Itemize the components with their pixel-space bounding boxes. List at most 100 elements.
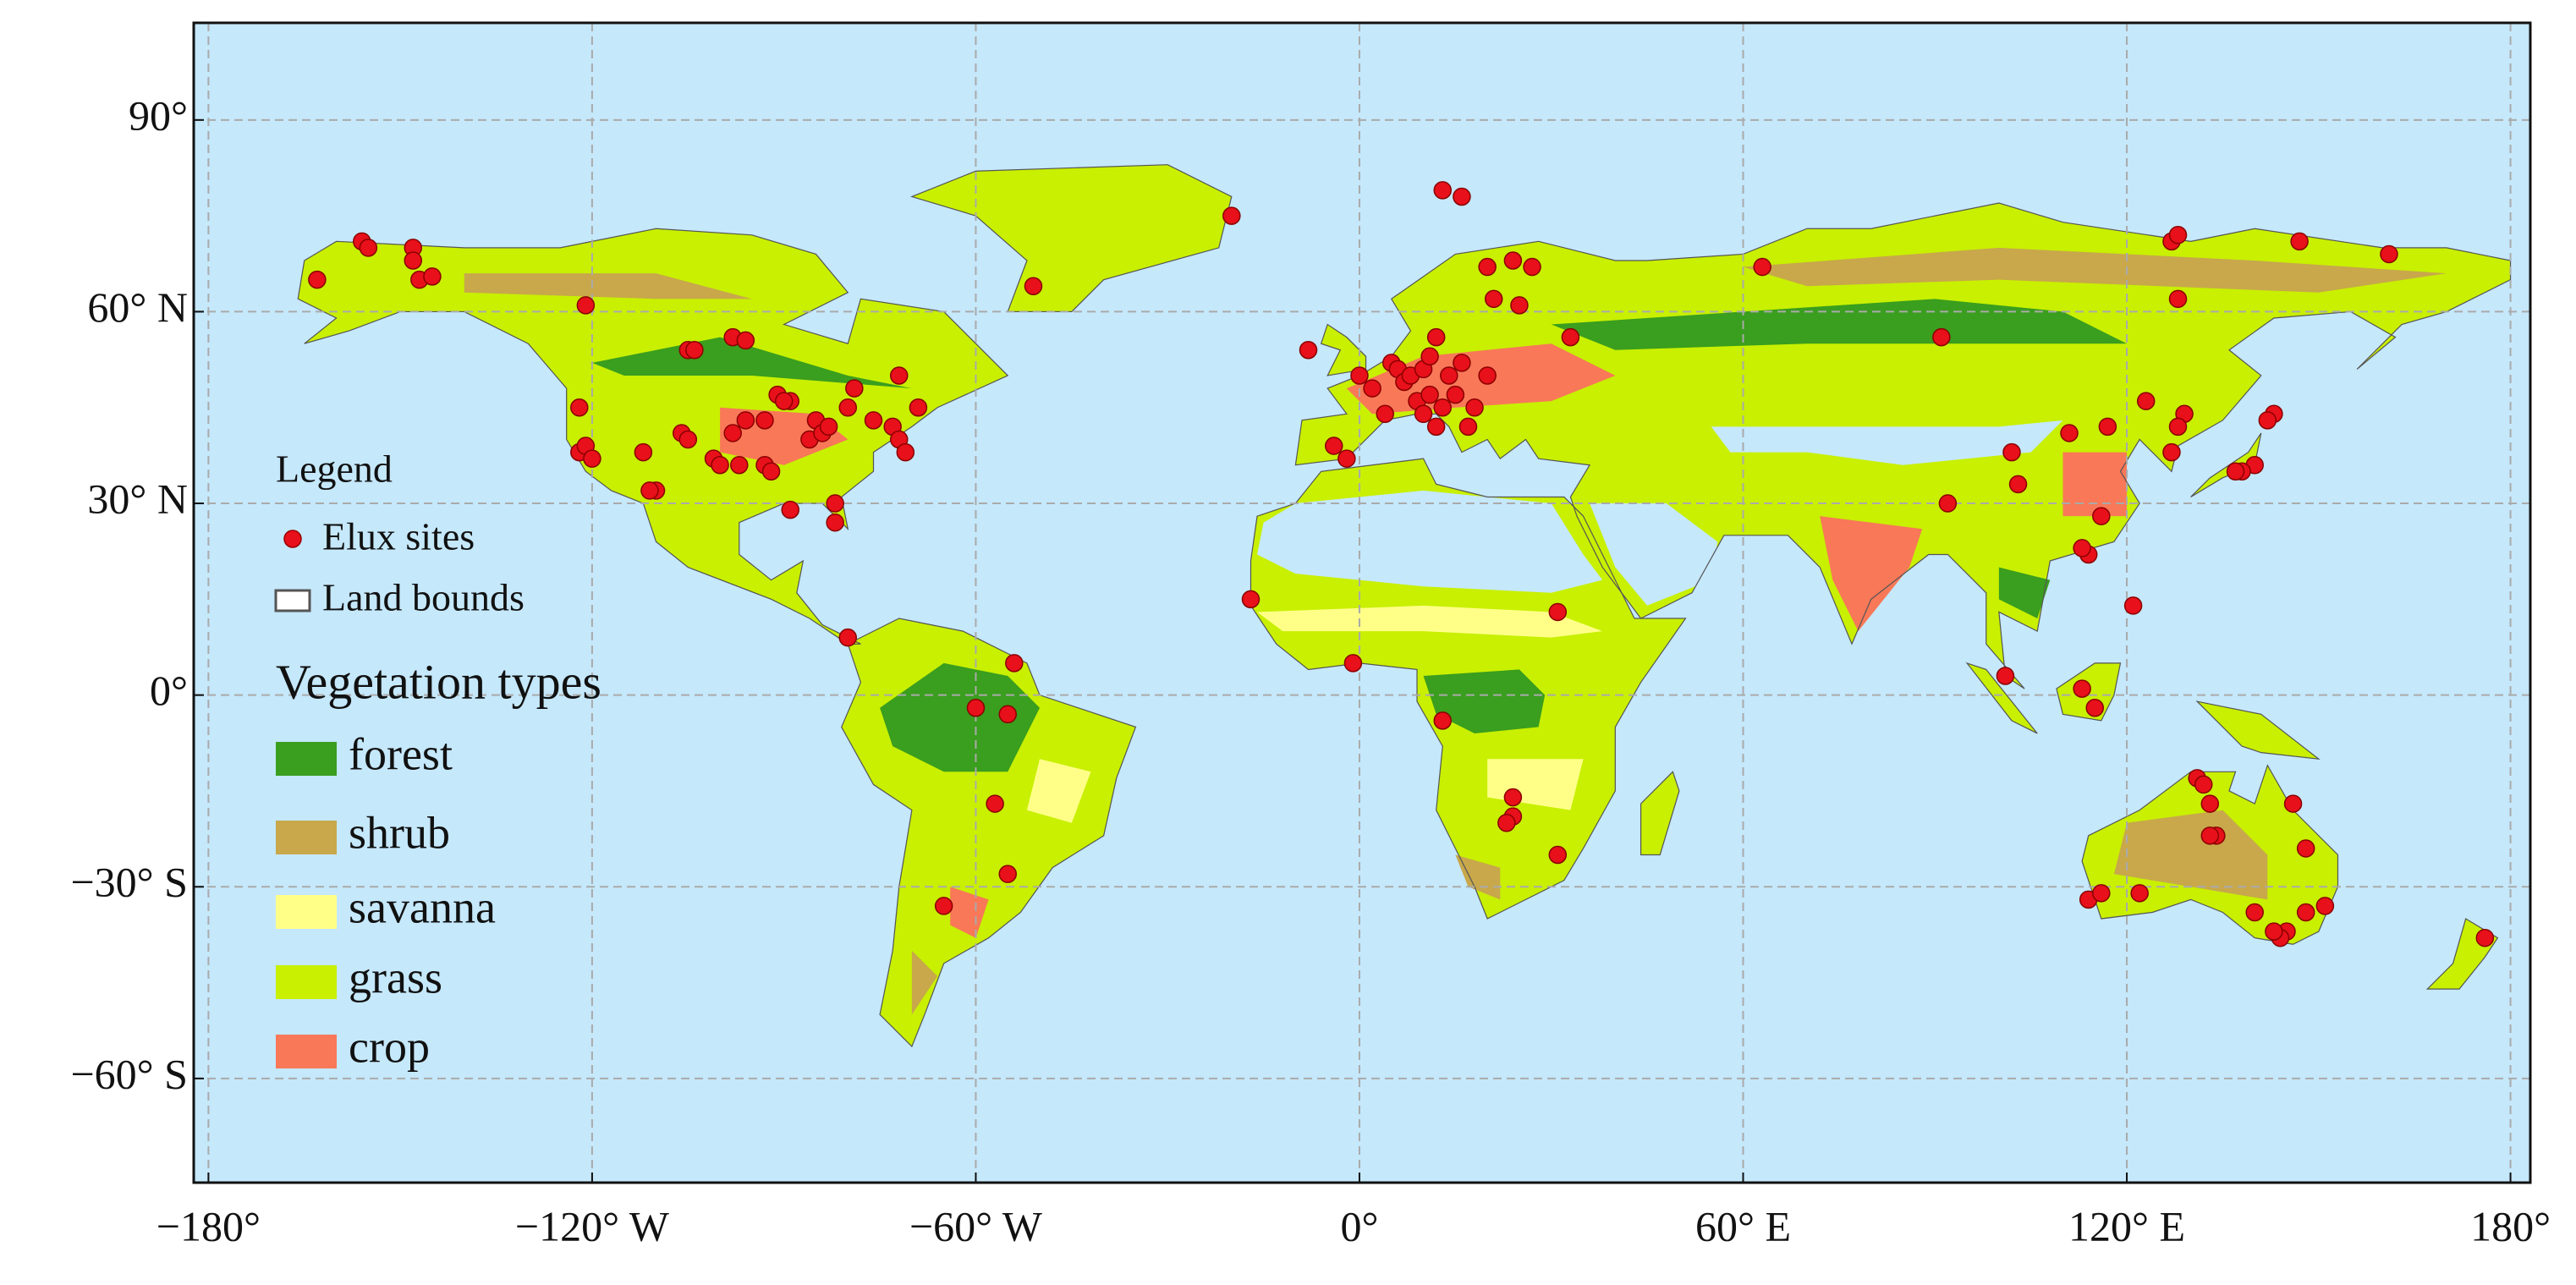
site bbox=[423, 267, 442, 286]
site bbox=[2380, 244, 2398, 264]
legend-swatch bbox=[276, 821, 337, 854]
site bbox=[1510, 296, 1529, 315]
legend-label: grass bbox=[349, 952, 442, 1002]
x-tick-label: −60° W bbox=[909, 1202, 1043, 1249]
site bbox=[1932, 327, 1951, 347]
x-tick-label: 60° E bbox=[1695, 1202, 1791, 1249]
y-tick-label: 0° bbox=[150, 667, 188, 714]
x-tick-label: 180° bbox=[2470, 1202, 2551, 1249]
site bbox=[2002, 442, 2021, 462]
site bbox=[2060, 424, 2079, 442]
vegetation-legend: forest shrub savanna grass crop bbox=[276, 728, 496, 1072]
madagascar bbox=[1640, 772, 1679, 855]
site bbox=[889, 366, 909, 385]
desert bbox=[1257, 490, 1603, 593]
site bbox=[1420, 347, 1439, 366]
vegetation-patches bbox=[464, 247, 2447, 1015]
site bbox=[2283, 794, 2303, 813]
site bbox=[1523, 257, 1541, 277]
site bbox=[1350, 366, 1369, 385]
new-guinea bbox=[2197, 701, 2319, 760]
site bbox=[1222, 206, 1241, 225]
site bbox=[909, 398, 928, 417]
x-tick-label: −180° bbox=[157, 1202, 261, 1249]
legend-swatch bbox=[276, 1035, 337, 1068]
site bbox=[2296, 839, 2315, 858]
legend-sites: Elux sites bbox=[322, 515, 475, 558]
legend-label: forest bbox=[349, 728, 453, 779]
site bbox=[819, 417, 838, 437]
y-tick-label: 90° bbox=[129, 91, 188, 139]
crop-patch bbox=[2062, 452, 2128, 517]
site bbox=[2258, 411, 2277, 430]
savanna-patch bbox=[1026, 759, 1091, 823]
sumatra bbox=[1967, 662, 2038, 733]
site bbox=[2073, 679, 2091, 698]
site bbox=[1503, 251, 1523, 270]
site bbox=[755, 411, 774, 430]
site bbox=[1503, 788, 1523, 807]
site bbox=[1433, 398, 1452, 417]
legend-label: shrub bbox=[349, 807, 450, 858]
forest-patch bbox=[1998, 567, 2051, 619]
site bbox=[2123, 596, 2143, 615]
x-tick-label: 120° E bbox=[2068, 1202, 2185, 1249]
site bbox=[634, 442, 653, 462]
site bbox=[2290, 232, 2309, 251]
site bbox=[1478, 257, 1497, 277]
site bbox=[1440, 366, 1458, 385]
site bbox=[998, 865, 1017, 883]
site bbox=[774, 392, 794, 410]
site bbox=[2162, 442, 2181, 462]
site bbox=[1753, 257, 1771, 277]
site bbox=[1433, 181, 1452, 200]
site bbox=[1548, 845, 1568, 865]
site bbox=[826, 494, 844, 513]
y-tick-label: 30° N bbox=[87, 475, 188, 523]
legend-site-symbol bbox=[283, 530, 302, 548]
site bbox=[685, 341, 704, 360]
site bbox=[1453, 354, 1471, 372]
crop-patch bbox=[1820, 516, 1923, 632]
site bbox=[2226, 462, 2245, 481]
site bbox=[1005, 654, 1024, 673]
shrub-patch bbox=[1455, 854, 1501, 900]
site bbox=[1376, 404, 1394, 424]
north-america bbox=[298, 228, 1008, 645]
y-tick-label: −60° S bbox=[70, 1050, 188, 1097]
legend-swatch bbox=[276, 965, 337, 999]
site bbox=[2092, 507, 2111, 525]
site bbox=[308, 270, 327, 289]
y-tick-label: 60° N bbox=[87, 283, 188, 331]
site bbox=[1548, 602, 1568, 622]
site bbox=[404, 251, 423, 270]
site bbox=[2265, 922, 2283, 941]
site bbox=[1453, 187, 1471, 206]
x-tick-label: 0° bbox=[1340, 1202, 1378, 1249]
site bbox=[576, 296, 596, 315]
site bbox=[761, 462, 781, 481]
site bbox=[934, 897, 953, 915]
site bbox=[1426, 417, 1446, 437]
site bbox=[640, 481, 659, 500]
site bbox=[845, 379, 864, 398]
site bbox=[826, 513, 844, 532]
greenland bbox=[911, 164, 1232, 312]
site bbox=[838, 628, 858, 647]
shrub-patch bbox=[911, 950, 938, 1015]
britain bbox=[1321, 324, 1366, 376]
legend-bounds: Land bounds bbox=[322, 576, 525, 619]
shrub-patch bbox=[2113, 810, 2268, 900]
site bbox=[2098, 417, 2117, 437]
site bbox=[711, 455, 729, 475]
vegetation-title: Vegetation types bbox=[276, 654, 601, 709]
site bbox=[966, 699, 986, 717]
site bbox=[998, 705, 1017, 724]
site bbox=[2073, 539, 2091, 557]
site bbox=[2130, 884, 2149, 903]
forest-patch bbox=[591, 337, 912, 389]
site bbox=[1433, 711, 1452, 730]
x-tick-label: −120° W bbox=[515, 1202, 670, 1249]
grid bbox=[194, 23, 2530, 1183]
